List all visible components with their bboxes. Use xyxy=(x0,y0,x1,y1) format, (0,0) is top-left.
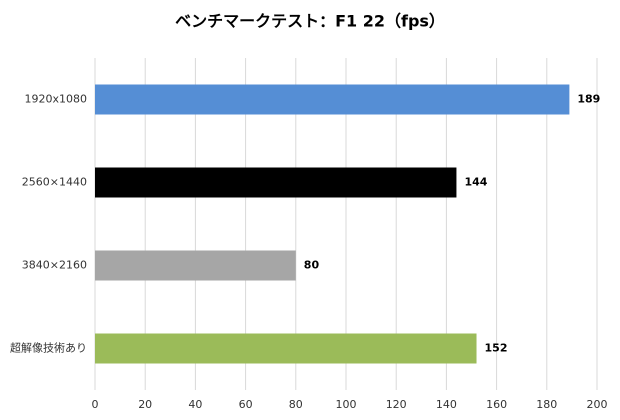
x-tick-label: 120 xyxy=(386,398,407,411)
chart-title: ベンチマークテスト：F1 22（fps） xyxy=(175,12,445,31)
value-label: 152 xyxy=(485,342,508,355)
bar xyxy=(95,167,457,198)
y-tick-label: 3840×2160 xyxy=(22,259,87,272)
x-tick-label: 200 xyxy=(587,398,608,411)
x-tick-label: 60 xyxy=(239,398,253,411)
x-tick-label: 160 xyxy=(486,398,507,411)
value-label: 80 xyxy=(304,259,320,272)
y-tick-label: 1920x1080 xyxy=(25,93,88,106)
bar xyxy=(95,250,296,281)
value-label: 144 xyxy=(464,176,487,189)
x-tick-label: 0 xyxy=(92,398,99,411)
y-tick-label: 2560×1440 xyxy=(22,176,87,189)
x-tick-label: 180 xyxy=(536,398,557,411)
value-label: 189 xyxy=(577,93,600,106)
x-tick-label: 100 xyxy=(336,398,357,411)
x-tick-label: 80 xyxy=(289,398,303,411)
x-tick-label: 140 xyxy=(436,398,457,411)
y-tick-label: 超解像技術あり xyxy=(10,341,87,355)
x-tick-label: 40 xyxy=(188,398,202,411)
x-tick-label: 20 xyxy=(138,398,152,411)
bar xyxy=(95,84,570,115)
bar xyxy=(95,333,477,364)
